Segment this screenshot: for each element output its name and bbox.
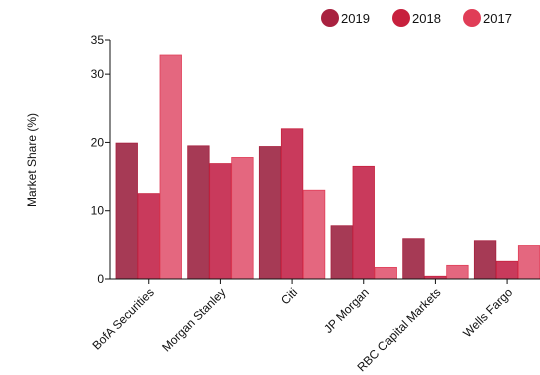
y-axis-title: Market Share (%) [25, 113, 39, 207]
legend-swatch-2019 [321, 9, 339, 27]
y-tick-label: 30 [91, 67, 105, 81]
legend: 2019 2018 2017 [321, 9, 512, 27]
bar-2019 [115, 142, 138, 280]
y-axis: 0 10 20 30 35 [91, 33, 111, 286]
x-axis: BofA Securities Morgan Stanley Citi JP Morg… [89, 278, 540, 374]
bar-2017 [302, 189, 326, 280]
y-tick-label: 0 [97, 272, 104, 286]
bar-2017 [446, 264, 469, 280]
x-tick-label: Wells Fargo [460, 285, 515, 340]
legend-label-2017: 2017 [483, 11, 512, 26]
bar-2019 [402, 238, 425, 280]
bar-2017 [159, 54, 182, 280]
bar-2017 [374, 266, 397, 280]
bar-2019 [187, 145, 210, 280]
bar-2019 [330, 225, 353, 280]
bar-2018 [280, 128, 304, 280]
x-tick-label: Citi [278, 285, 300, 307]
bar-2018 [137, 193, 160, 280]
bar-2017 [231, 157, 254, 280]
x-tick-label: JP Morgan [321, 285, 372, 336]
bar-2019 [258, 146, 282, 280]
y-tick-label: 20 [91, 135, 105, 149]
bar-2018 [352, 165, 375, 280]
legend-swatch-2017 [463, 9, 481, 27]
bar-2017 [517, 245, 540, 280]
x-tick-label: BofA Securities [89, 285, 156, 352]
bar-2018 [495, 260, 519, 280]
legend-label-2019: 2019 [341, 11, 370, 26]
y-tick-label: 10 [91, 204, 105, 218]
bar-2018 [209, 163, 232, 280]
legend-swatch-2018 [392, 9, 410, 27]
legend-label-2018: 2018 [412, 11, 441, 26]
y-tick-label: 35 [91, 33, 105, 47]
bars [115, 54, 540, 280]
x-tick-label: Morgan Stanley [159, 285, 228, 354]
bar-2019 [473, 240, 497, 280]
